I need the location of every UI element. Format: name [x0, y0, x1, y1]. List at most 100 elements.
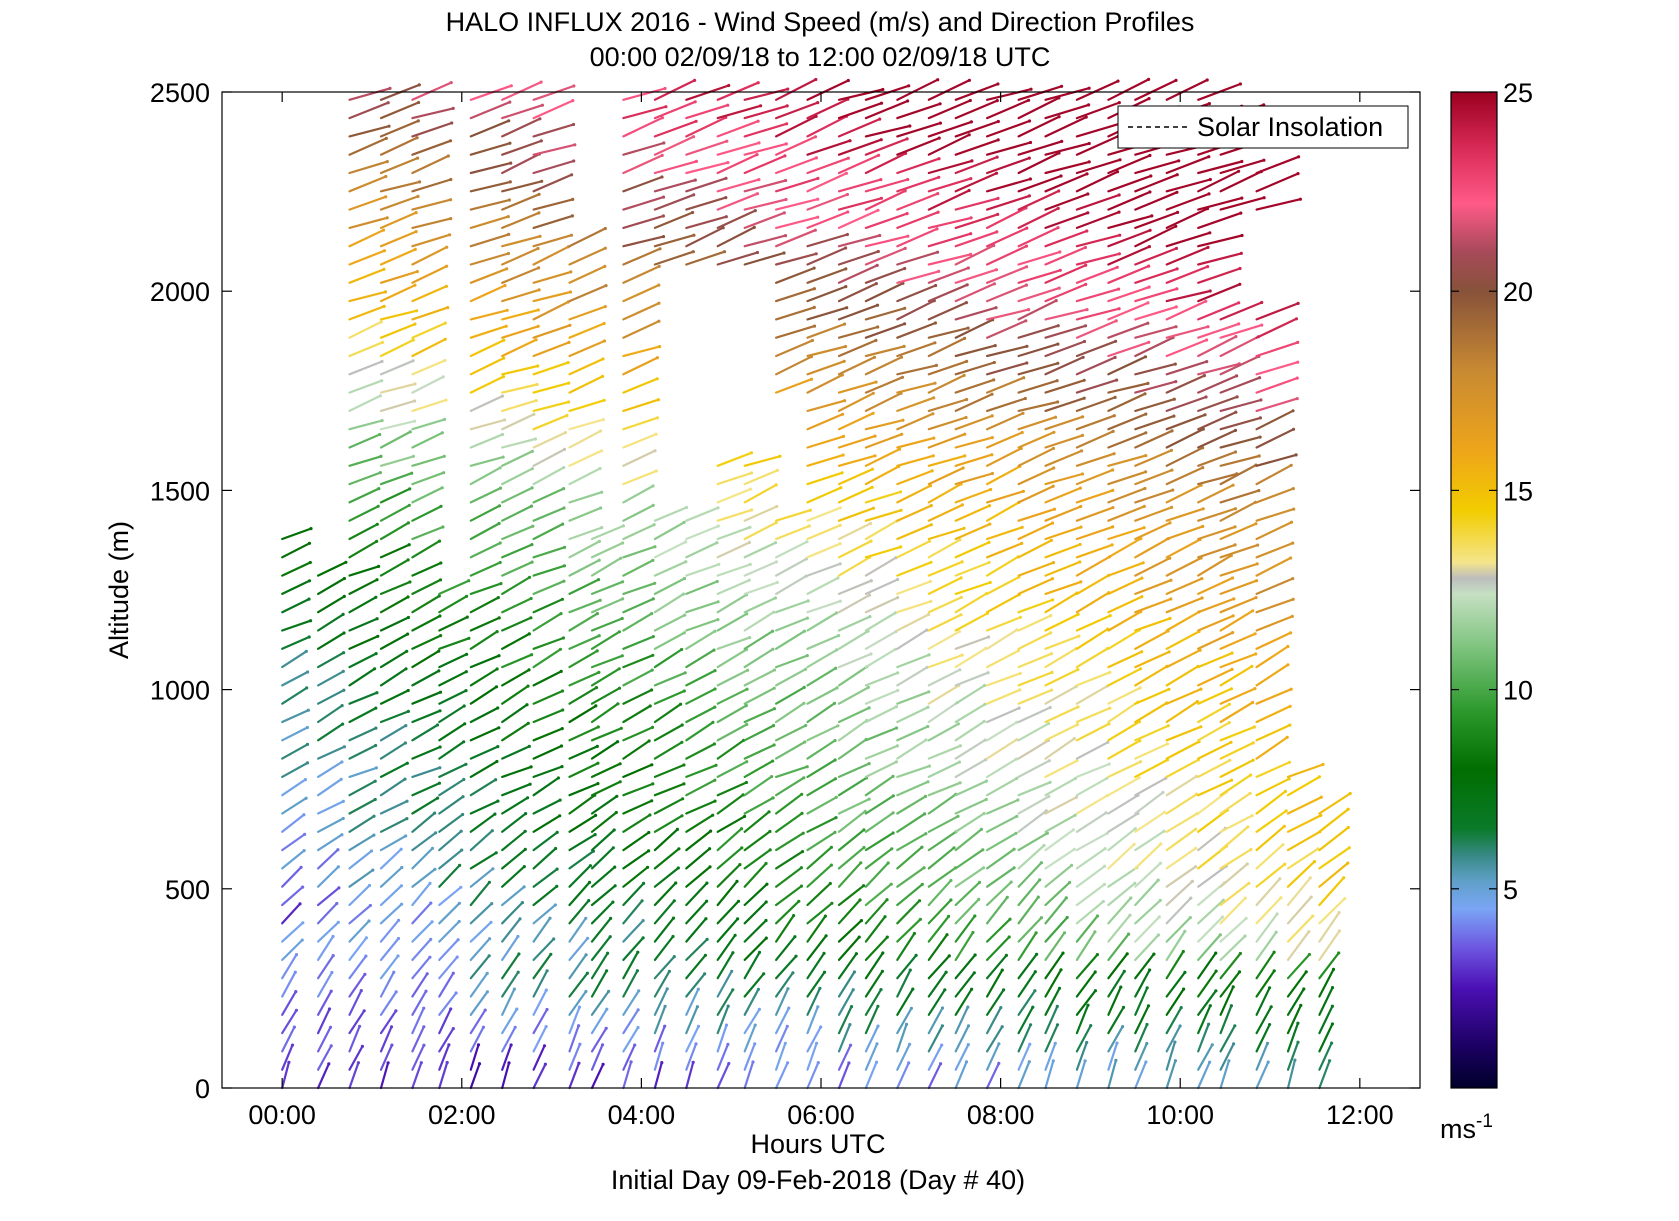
wind-barb-head [1121, 1025, 1125, 1029]
wind-barb [1107, 301, 1150, 321]
wind-barb-head [775, 504, 779, 509]
wind-barb-head [1018, 688, 1022, 692]
wind-barb-head [1050, 670, 1054, 675]
wind-barb [622, 739, 651, 760]
wind-barb [379, 903, 403, 925]
wind-barb-head [1005, 895, 1009, 899]
wind-barb [501, 684, 530, 705]
wind-barb-head [563, 431, 568, 435]
wind-barb [716, 251, 759, 266]
wind-barb-head [335, 901, 339, 906]
wind-barb [379, 919, 400, 943]
wind-barb-head [419, 1061, 423, 1065]
wind-barb-head [586, 936, 590, 940]
wind-barb [954, 581, 992, 596]
wind-barb-head [1253, 632, 1257, 636]
wind-barb [1219, 759, 1255, 779]
wind-barb [985, 555, 1020, 577]
wind-barb [954, 592, 988, 614]
wind-barb-head [806, 599, 810, 603]
wind-barb-head [545, 1007, 549, 1012]
wind-barb-head [878, 233, 882, 238]
wind-barb [774, 135, 817, 156]
wind-barb [1219, 814, 1254, 833]
wind-barb-head [540, 103, 545, 107]
wind-barb-head [1158, 861, 1163, 865]
wind-barb [1107, 265, 1150, 284]
wind-barb-head [994, 306, 998, 310]
wind-barb [806, 971, 826, 998]
wind-barb [1219, 773, 1252, 797]
wind-barb-head [694, 1042, 698, 1046]
wind-barb [837, 325, 879, 339]
wind-barb-head [1148, 153, 1152, 158]
wind-barb-head [1290, 614, 1294, 619]
wind-barb-head [1253, 687, 1257, 691]
wind-barb-head [841, 434, 846, 438]
wind-barb-head [875, 303, 880, 307]
wind-barb-head [1195, 700, 1199, 704]
wind-barb [590, 935, 612, 962]
wind-barb-head [693, 78, 697, 82]
wind-barb [379, 270, 419, 284]
wind-barb [954, 671, 990, 687]
wind-barb [743, 951, 761, 980]
wind-barb [774, 668, 807, 687]
wind-barb-head [603, 226, 607, 231]
wind-barb [411, 782, 441, 797]
wind-barb-head [404, 724, 408, 728]
wind-barb-head [848, 1023, 852, 1027]
wind-barb-head [705, 881, 709, 885]
wind-barb-head [1291, 541, 1295, 545]
wind-barb [622, 704, 652, 724]
wind-barb-head [660, 153, 664, 157]
wind-barb [927, 360, 968, 376]
wind-barb-head [308, 560, 312, 565]
wind-barb [743, 234, 787, 248]
wind-barb [1044, 87, 1091, 101]
wind-barb [1044, 634, 1081, 650]
wind-barb-head [1051, 598, 1055, 602]
wind-barb-head [1048, 780, 1052, 784]
wind-barb [281, 990, 297, 1016]
wind-barb-head [650, 725, 655, 730]
wind-barb [1044, 397, 1086, 412]
x-tick-label: 06:00 [787, 1100, 855, 1130]
wind-barb [501, 235, 542, 248]
wind-barb [927, 159, 974, 175]
wind-barb [1075, 356, 1117, 376]
wind-barb-head [782, 251, 786, 255]
wind-barb [1134, 665, 1169, 687]
wind-barb-head [1093, 970, 1097, 974]
wind-barb [411, 745, 442, 760]
wind-barb [590, 1063, 605, 1090]
wind-barb [685, 779, 716, 797]
wind-barb [864, 509, 903, 522]
wind-barb [348, 1061, 360, 1090]
wind-barb-head [641, 919, 645, 923]
colorbar-tick-label: 25 [1503, 78, 1533, 108]
wind-barb [622, 154, 664, 175]
wind-barb-head [303, 832, 307, 837]
wind-barb [1017, 781, 1052, 797]
wind-barb-head [1023, 396, 1027, 401]
wind-barb-head [1291, 577, 1295, 581]
wind-barb-head [413, 322, 417, 326]
wind-barb [501, 104, 544, 120]
wind-barb [532, 1008, 549, 1035]
wind-barb [743, 848, 772, 870]
wind-barb [1107, 952, 1129, 980]
wind-barb [469, 284, 507, 303]
wind-barb [317, 833, 343, 852]
wind-barb [743, 611, 775, 632]
colorbar-unit: ms-1 [1440, 1111, 1493, 1144]
wind-barb [653, 1005, 667, 1035]
wind-barb [1044, 264, 1087, 284]
wind-barb [896, 270, 940, 284]
wind-barb [438, 955, 459, 980]
wind-barb-head [339, 777, 343, 781]
wind-barb [685, 938, 709, 962]
wind-barb [317, 1007, 331, 1035]
wind-barb [1318, 986, 1334, 1016]
wind-barb-head [726, 1042, 730, 1046]
